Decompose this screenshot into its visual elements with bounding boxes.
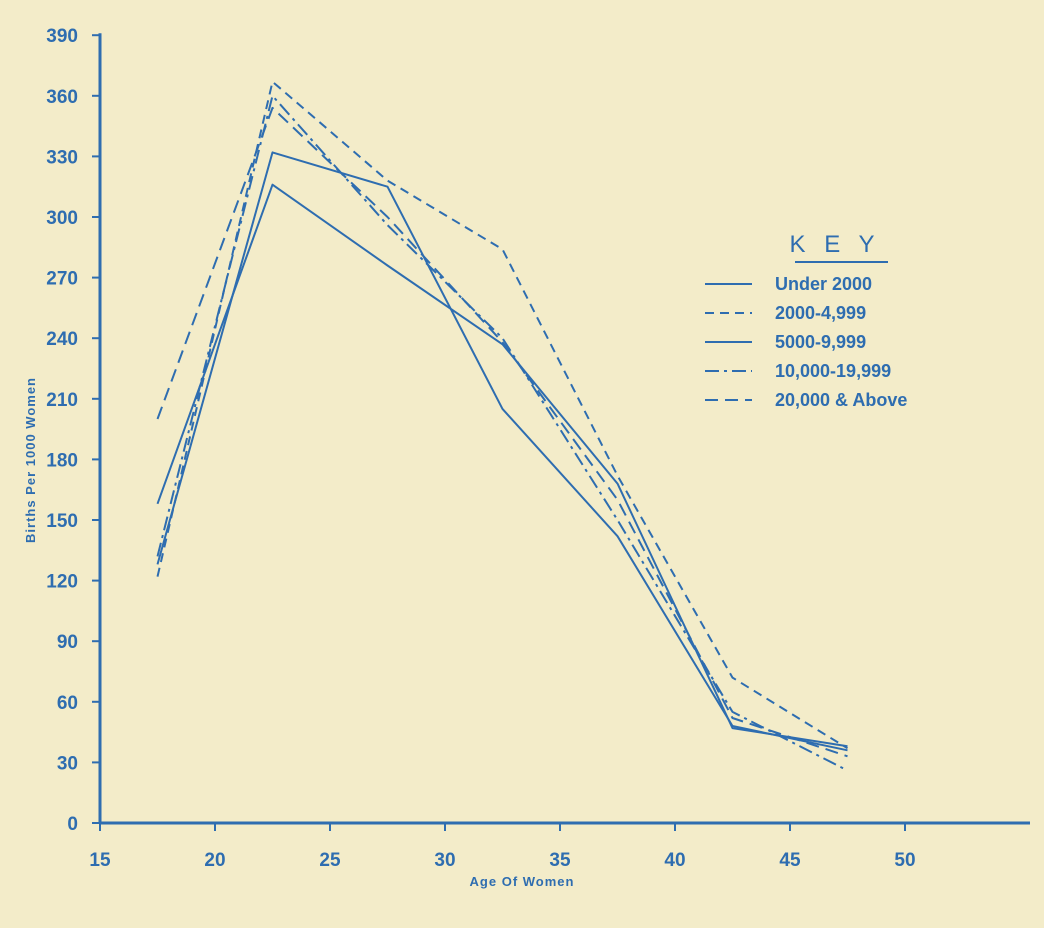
x-axis-ticks: 15 20 25 30 35 40 45 50 [89, 823, 915, 871]
y-tick-label: 210 [46, 390, 78, 411]
x-tick-label: 15 [89, 850, 111, 871]
series-lines [158, 82, 848, 771]
y-tick-label: 240 [46, 329, 78, 350]
x-axis-title: Age Of Women [470, 874, 575, 889]
legend-label: Under 2000 [775, 274, 872, 294]
series-line-2 [158, 82, 848, 749]
y-tick-label: 0 [67, 814, 78, 835]
x-tick-label: 40 [664, 850, 685, 871]
x-tick-label: 50 [894, 850, 915, 871]
y-axis-title: Births Per 1000 Women [23, 377, 38, 543]
y-tick-label: 150 [46, 511, 78, 532]
y-tick-label: 390 [46, 26, 78, 47]
y-axis-ticks: 0 30 60 90 120 150 180 210 240 270 300 330 360 390 [46, 26, 100, 835]
legend-label: 10,000-19,999 [775, 361, 891, 381]
y-tick-label: 270 [46, 269, 78, 290]
legend-label: 20,000 & Above [775, 390, 907, 410]
y-tick-label: 90 [57, 632, 78, 653]
series-line-5 [158, 108, 848, 756]
x-tick-label: 30 [434, 850, 455, 871]
y-tick-label: 360 [46, 87, 78, 108]
legend-label: 5000-9,999 [775, 332, 866, 352]
y-tick-label: 180 [46, 450, 78, 471]
legend-label: 2000-4,999 [775, 303, 866, 323]
x-tick-label: 45 [779, 850, 801, 871]
series-line-1 [158, 152, 848, 750]
y-tick-label: 30 [57, 753, 78, 774]
y-tick-label: 120 [46, 572, 78, 593]
y-tick-label: 330 [46, 147, 78, 168]
x-tick-label: 25 [319, 850, 341, 871]
y-tick-label: 60 [57, 693, 78, 714]
x-tick-label: 20 [204, 850, 225, 871]
x-tick-label: 35 [549, 850, 571, 871]
legend: K E Y Under 2000 2000-4,999 5000-9,999 10,0… [705, 231, 907, 410]
y-tick-label: 300 [46, 208, 78, 229]
series-line-3 [158, 185, 848, 747]
legend-title: K E Y [790, 231, 881, 258]
